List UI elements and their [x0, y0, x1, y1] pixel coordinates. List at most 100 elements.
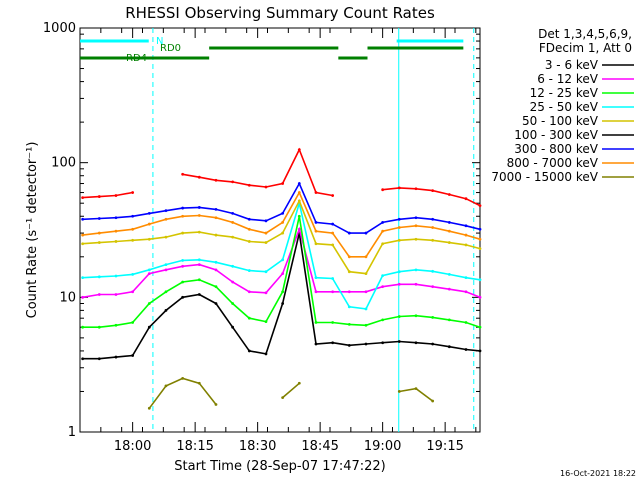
series-line-3-point [347, 305, 351, 309]
series-line-2-point [447, 318, 451, 322]
series-red-line-point [197, 175, 201, 179]
series-line-2-point [147, 302, 151, 305]
series-line-1-point [297, 227, 301, 231]
series-line-8-point [414, 387, 418, 391]
series-line-6-point [447, 221, 451, 224]
legend-label: 25 - 50 keV [530, 100, 599, 114]
series-line-4-point [478, 247, 482, 251]
series-red-line-point [264, 185, 268, 189]
series-line-6-point [214, 207, 218, 211]
series-line-3-point [464, 276, 468, 280]
series-line-0-point [431, 342, 435, 346]
series-line-2-point [181, 280, 185, 284]
series-line-7-point [281, 221, 285, 224]
series-line-4-point [264, 241, 268, 244]
series-line-4-point [331, 243, 335, 247]
series-line-7-point [214, 216, 218, 220]
series-line-1-point [414, 282, 418, 286]
vertical-markers [152, 28, 475, 432]
series-red-line-point [97, 195, 101, 198]
series-line-3-point [97, 275, 101, 279]
series-line-4-point [214, 233, 218, 237]
x-axis-ticks: 18:00 18:15 18:30 18:45 19:00 19:15 [79, 28, 477, 454]
series-line-0-point [214, 302, 218, 305]
series-line-7-point [147, 222, 151, 226]
series-line-2-point [114, 323, 118, 327]
state-label-rd4: RD4 [126, 53, 147, 64]
series-line-4-point [397, 238, 401, 242]
series-line-4-point [464, 243, 468, 247]
series-line-7-point [381, 229, 385, 233]
series-line-2-point [397, 315, 401, 318]
series-line-1-point [147, 272, 151, 276]
series-line-8-point [297, 381, 301, 385]
x-tick-label: 18:15 [176, 439, 213, 454]
series-line-4-point [181, 231, 185, 235]
series-line-3-point [231, 264, 235, 268]
series-layer [81, 147, 482, 410]
series-line-2-point [214, 285, 218, 289]
series-line-2-point [331, 321, 335, 324]
series-line-7-point [231, 221, 235, 224]
series-line-4-point [281, 231, 285, 235]
series-line-0-point [247, 349, 251, 353]
series-line-2-point [197, 278, 201, 282]
series-line-4-point [364, 272, 368, 276]
series-line-7-point [447, 229, 451, 233]
series-line-6-point [331, 222, 335, 226]
series-line-6-point [297, 182, 301, 185]
series-line-1-point [197, 263, 201, 267]
series-red-line-point [431, 189, 435, 193]
x-tick-label: 19:00 [364, 439, 401, 454]
series-line-7-point [164, 217, 168, 221]
series-line-0-point [347, 343, 351, 347]
legend: Det 1,3,4,5,6,9,FDecim 1, Att 0 3 - 6 keV… [491, 27, 634, 184]
series-line-1-point [214, 268, 218, 272]
series-line-4-point [247, 240, 251, 243]
series-line-1-point [464, 290, 468, 294]
series-line-2-point [131, 321, 135, 324]
series-line-3-point [414, 268, 418, 272]
series-line-6-point [364, 231, 368, 235]
series-line-6-point [231, 212, 235, 215]
legend-label: 12 - 25 keV [530, 86, 599, 100]
series-line-6-point [81, 217, 85, 221]
series-line-6-point [264, 219, 268, 223]
series-line-2-point [81, 325, 85, 329]
series-line-3-point [381, 274, 385, 278]
series-line-3-point [81, 276, 85, 280]
series-line-4-point [447, 241, 451, 244]
series-red-line-point [478, 204, 482, 207]
series-line-3-point [478, 278, 482, 282]
series-line-1-point [478, 295, 482, 299]
series-line-1-point [397, 282, 401, 286]
legend-label: 300 - 800 keV [514, 142, 598, 156]
series-line-4-point [97, 241, 101, 244]
series-red-line-point [331, 194, 335, 197]
series-line-1-point [231, 280, 235, 284]
series-line-4-point [414, 237, 418, 241]
series-line-6-point [314, 221, 318, 224]
series-line-8-point [431, 399, 435, 403]
series-line-6-point [281, 212, 285, 215]
series-line-1-point [164, 268, 168, 272]
series-line-7-point [247, 227, 251, 231]
series-line-1-point [431, 285, 435, 289]
series-line-3-point [281, 258, 285, 262]
series-line-1-point [97, 293, 101, 296]
state-label-rd0: RD0 [160, 43, 181, 54]
legend-header-line: FDecim 1, Att 0 [539, 41, 632, 55]
series-line-2-point [478, 325, 482, 329]
series-line-2-point [247, 316, 251, 320]
legend-header-line: Det 1,3,4,5,6,9, [538, 27, 632, 41]
chart-title: RHESSI Observing Summary Count Rates [125, 4, 435, 22]
series-red-line-point [231, 180, 235, 184]
x-axis-title: Start Time (28-Sep-07 17:47:22) [174, 459, 385, 474]
series-line-0-point [264, 352, 268, 356]
legend-label: 6 - 12 keV [537, 72, 599, 86]
series-line-0-point [281, 302, 285, 305]
series-line-7-point [314, 229, 318, 233]
series-line-3-point [264, 270, 268, 274]
